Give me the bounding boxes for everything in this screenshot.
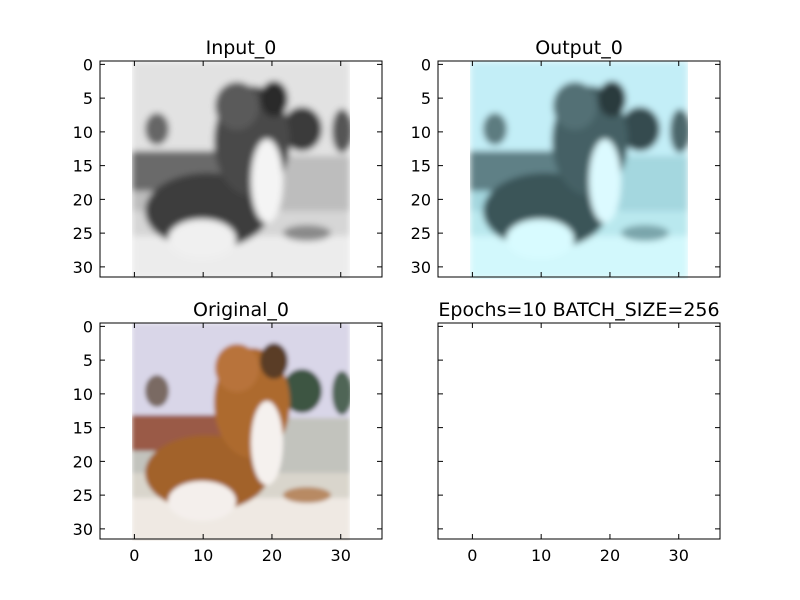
y-tick-label: 15 (411, 157, 431, 176)
y-tick-label: 0 (83, 55, 93, 74)
axes-frame (99, 322, 383, 540)
axes-frame (99, 60, 383, 278)
y-tick-label: 0 (83, 317, 93, 336)
y-tick-label: 20 (73, 190, 93, 209)
y-tick-label: 5 (83, 89, 93, 108)
y-tick-label: 30 (73, 258, 93, 277)
panel-title: Original_0 (193, 299, 289, 321)
y-tick-label: 30 (73, 520, 93, 539)
y-tick-label: 5 (83, 351, 93, 370)
panel-title: Epochs=10 BATCH_SIZE=256 (438, 299, 719, 321)
x-tick-label: 0 (467, 546, 477, 565)
y-tick-label: 20 (73, 452, 93, 471)
panel-title: Input_0 (206, 37, 277, 59)
y-tick-label: 20 (411, 190, 431, 209)
y-tick-label: 25 (73, 224, 93, 243)
y-tick-label: 10 (73, 385, 93, 404)
y-tick-label: 25 (73, 486, 93, 505)
y-tick-label: 15 (73, 419, 93, 438)
tick-layer: 0 5 10 15 20 25 30 0 5 10 15 20 25 30 0 10 20 30 0 5 10 15 20 2… (73, 55, 720, 565)
y-tick-label: 5 (421, 89, 431, 108)
x-tick-label: 0 (129, 546, 139, 565)
axes-frame (437, 60, 721, 278)
image-output (470, 61, 688, 279)
panel-output: Output_0 (437, 37, 721, 279)
panel-original: Original_0 (99, 299, 383, 541)
y-tick-label: 10 (411, 123, 431, 142)
y-tick-label: 0 (421, 55, 431, 74)
x-tick-label: 10 (531, 546, 551, 565)
x-tick-label: 30 (669, 546, 689, 565)
x-tick-label: 20 (262, 546, 282, 565)
panel-empty: Epochs=10 BATCH_SIZE=256 (437, 299, 721, 540)
x-tick-label: 20 (600, 546, 620, 565)
x-tick-label: 10 (193, 546, 213, 565)
panel-input: Input_0 (99, 37, 383, 279)
image-input (132, 61, 350, 279)
x-tick-label: 30 (331, 546, 351, 565)
image-original (132, 323, 350, 541)
y-tick-label: 10 (73, 123, 93, 142)
panel-title: Output_0 (535, 37, 623, 59)
axes-frame (437, 322, 721, 540)
y-tick-label: 15 (73, 157, 93, 176)
y-tick-label: 25 (411, 224, 431, 243)
y-tick-label: 30 (411, 258, 431, 277)
